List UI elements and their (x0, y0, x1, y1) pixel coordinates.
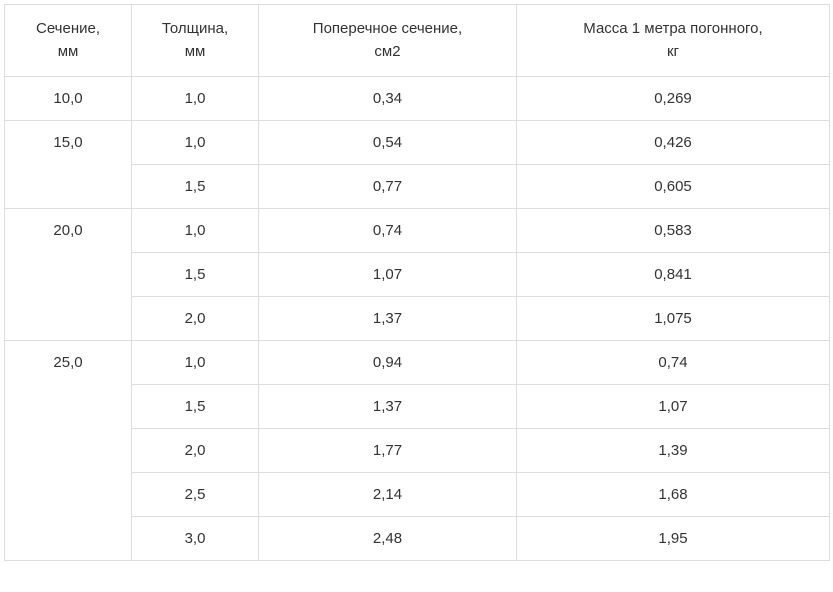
cell-mass: 1,68 (517, 473, 830, 517)
cell-mass: 1,07 (517, 385, 830, 429)
table-body: 10,01,00,340,26915,01,00,540,4261,50,770… (5, 77, 830, 561)
cell-mass: 1,39 (517, 429, 830, 473)
cell-cross-section: 2,48 (259, 517, 517, 561)
col-header-line2: кг (667, 43, 679, 60)
cell-cross-section: 0,77 (259, 165, 517, 209)
cell-thickness: 3,0 (132, 517, 259, 561)
cell-thickness: 2,0 (132, 297, 259, 341)
table-row: 25,01,00,940,74 (5, 341, 830, 385)
cell-section: 25,0 (5, 341, 132, 561)
col-header-line2: мм (58, 43, 79, 60)
cell-thickness: 1,5 (132, 165, 259, 209)
cell-mass: 1,075 (517, 297, 830, 341)
cell-section: 15,0 (5, 121, 132, 209)
cell-cross-section: 0,94 (259, 341, 517, 385)
cell-mass: 0,583 (517, 209, 830, 253)
pipe-specs-table: Сечение, мм Толщина, мм Поперечное сечен… (4, 4, 830, 561)
cell-cross-section: 1,77 (259, 429, 517, 473)
cell-section: 10,0 (5, 77, 132, 121)
table-row: 15,01,00,540,426 (5, 121, 830, 165)
cell-thickness: 1,5 (132, 385, 259, 429)
col-header-thickness: Толщина, мм (132, 5, 259, 77)
cell-mass: 0,426 (517, 121, 830, 165)
cell-cross-section: 0,34 (259, 77, 517, 121)
cell-mass: 0,841 (517, 253, 830, 297)
col-header-line1: Масса 1 метра погонного, (583, 20, 762, 37)
col-header-line1: Толщина, (162, 20, 228, 37)
col-header-line1: Сечение, (36, 20, 100, 37)
cell-thickness: 1,0 (132, 77, 259, 121)
cell-mass: 0,74 (517, 341, 830, 385)
cell-mass: 0,605 (517, 165, 830, 209)
cell-cross-section: 0,54 (259, 121, 517, 165)
table-row: 10,01,00,340,269 (5, 77, 830, 121)
table-header: Сечение, мм Толщина, мм Поперечное сечен… (5, 5, 830, 77)
cell-cross-section: 2,14 (259, 473, 517, 517)
col-header-mass: Масса 1 метра погонного, кг (517, 5, 830, 77)
col-header-section: Сечение, мм (5, 5, 132, 77)
cell-mass: 0,269 (517, 77, 830, 121)
cell-thickness: 1,5 (132, 253, 259, 297)
cell-cross-section: 1,37 (259, 297, 517, 341)
cell-cross-section: 0,74 (259, 209, 517, 253)
col-header-line2: см2 (374, 43, 400, 60)
col-header-line2: мм (185, 43, 206, 60)
col-header-cross-section: Поперечное сечение, см2 (259, 5, 517, 77)
cell-cross-section: 1,37 (259, 385, 517, 429)
cell-thickness: 1,0 (132, 121, 259, 165)
table-row: 20,01,00,740,583 (5, 209, 830, 253)
cell-section: 20,0 (5, 209, 132, 341)
cell-mass: 1,95 (517, 517, 830, 561)
cell-thickness: 1,0 (132, 209, 259, 253)
cell-cross-section: 1,07 (259, 253, 517, 297)
cell-thickness: 2,0 (132, 429, 259, 473)
col-header-line1: Поперечное сечение, (313, 20, 462, 37)
cell-thickness: 1,0 (132, 341, 259, 385)
cell-thickness: 2,5 (132, 473, 259, 517)
